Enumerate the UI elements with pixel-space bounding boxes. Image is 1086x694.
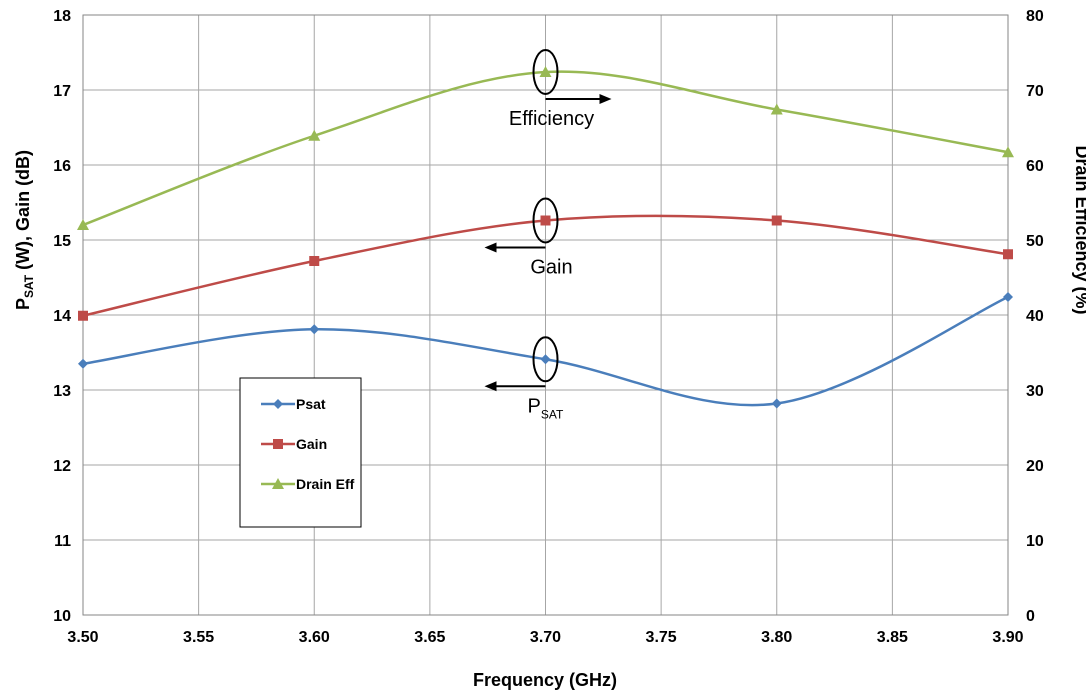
- axes: 3.50 3.55 3.60 3.65 3.70 3.75 3.80 3.85 3.90 10 11…: [53, 8, 1044, 646]
- efficiency-callout-ellipse: [532, 49, 559, 95]
- p-arrow-head: [484, 381, 497, 392]
- gain-arrow-head: [484, 242, 497, 253]
- y-axis-left-title: PSAT (W), Gain (dB): [13, 150, 36, 310]
- x-tick-label: 3.55: [183, 629, 214, 646]
- legend: Psat Gain Drain Eff: [239, 377, 362, 528]
- y-left-tick-label: 14: [53, 308, 71, 325]
- drain-eff-point: [308, 129, 321, 141]
- x-tick-label: 3.65: [414, 629, 445, 646]
- legend-box: [239, 377, 362, 528]
- grid: [82, 14, 1009, 616]
- legend-psat-swatch-marker: [273, 399, 283, 409]
- y-right-tick-label: 0: [1026, 608, 1035, 625]
- x-tick-label: 3.70: [530, 629, 561, 646]
- y-left-tick-label: 10: [53, 608, 71, 625]
- legend-gain-label: Gain: [296, 436, 327, 452]
- p-callout-ellipse: [532, 336, 559, 383]
- psat-point: [771, 398, 782, 409]
- y-left-tick-label: 17: [53, 83, 71, 100]
- gain-callout-ellipse: [532, 197, 559, 244]
- x-tick-label: 3.85: [877, 629, 908, 646]
- y-left-tick-label: 18: [53, 8, 71, 25]
- legend-drain-eff-label: Drain Eff: [296, 476, 355, 492]
- psat-point: [309, 324, 320, 335]
- efficiency-label: Efficiency: [509, 108, 594, 130]
- y-right-tick-label: 60: [1026, 158, 1044, 175]
- y-right-tick-label: 30: [1026, 383, 1044, 400]
- drain-eff-point: [77, 219, 89, 230]
- y-left-tick-label: 16: [53, 158, 71, 175]
- efficiency-arrow-head: [599, 94, 612, 104]
- y-axis-left-title-rest: (W), Gain (dB): [13, 150, 33, 275]
- y-right-tick-label: 20: [1026, 458, 1044, 475]
- x-tick-label: 3.50: [67, 629, 98, 646]
- x-axis-title: Frequency (GHz): [473, 670, 617, 690]
- p-label-sub: SAT: [541, 407, 564, 421]
- psat-point: [78, 358, 88, 369]
- gain-point: [540, 215, 551, 226]
- psat-point: [540, 354, 551, 365]
- y-right-tick-label: 10: [1026, 533, 1044, 550]
- drain-eff-point: [1002, 146, 1014, 158]
- x-tick-label: 3.75: [646, 629, 677, 646]
- y-left-tick-label: 11: [54, 533, 71, 550]
- x-tick-label: 3.80: [761, 629, 792, 646]
- y-right-tick-label: 50: [1026, 233, 1044, 250]
- y-axis-right-title: Drain Efficiency (%): [1072, 145, 1086, 314]
- gain-label: Gain: [530, 257, 572, 279]
- drain-eff-point: [770, 103, 783, 115]
- y-right-tick-label: 80: [1026, 8, 1044, 25]
- gain-point: [771, 215, 782, 226]
- y-axis-left-title-sub: SAT: [22, 274, 36, 298]
- y-right-tick-label: 70: [1026, 83, 1044, 100]
- series: [77, 66, 1014, 409]
- drain-eff-point: [539, 66, 552, 77]
- gain-point: [1003, 249, 1013, 260]
- y-left-tick-label: 15: [53, 233, 71, 250]
- legend-psat-label: Psat: [296, 396, 326, 412]
- x-tick-label: 3.60: [299, 629, 330, 646]
- y-left-tick-label: 12: [53, 458, 71, 475]
- psat-point: [1003, 292, 1013, 302]
- legend-gain-swatch-marker: [273, 439, 283, 449]
- legend-drain-eff-swatch-marker: [272, 478, 284, 489]
- x-tick-label: 3.90: [992, 629, 1023, 646]
- y-right-tick-label: 40: [1026, 308, 1044, 325]
- gain-point: [78, 310, 88, 321]
- gain-point: [309, 256, 320, 266]
- y-axis-left-title-main: P: [13, 298, 33, 310]
- y-left-tick-label: 13: [53, 383, 71, 400]
